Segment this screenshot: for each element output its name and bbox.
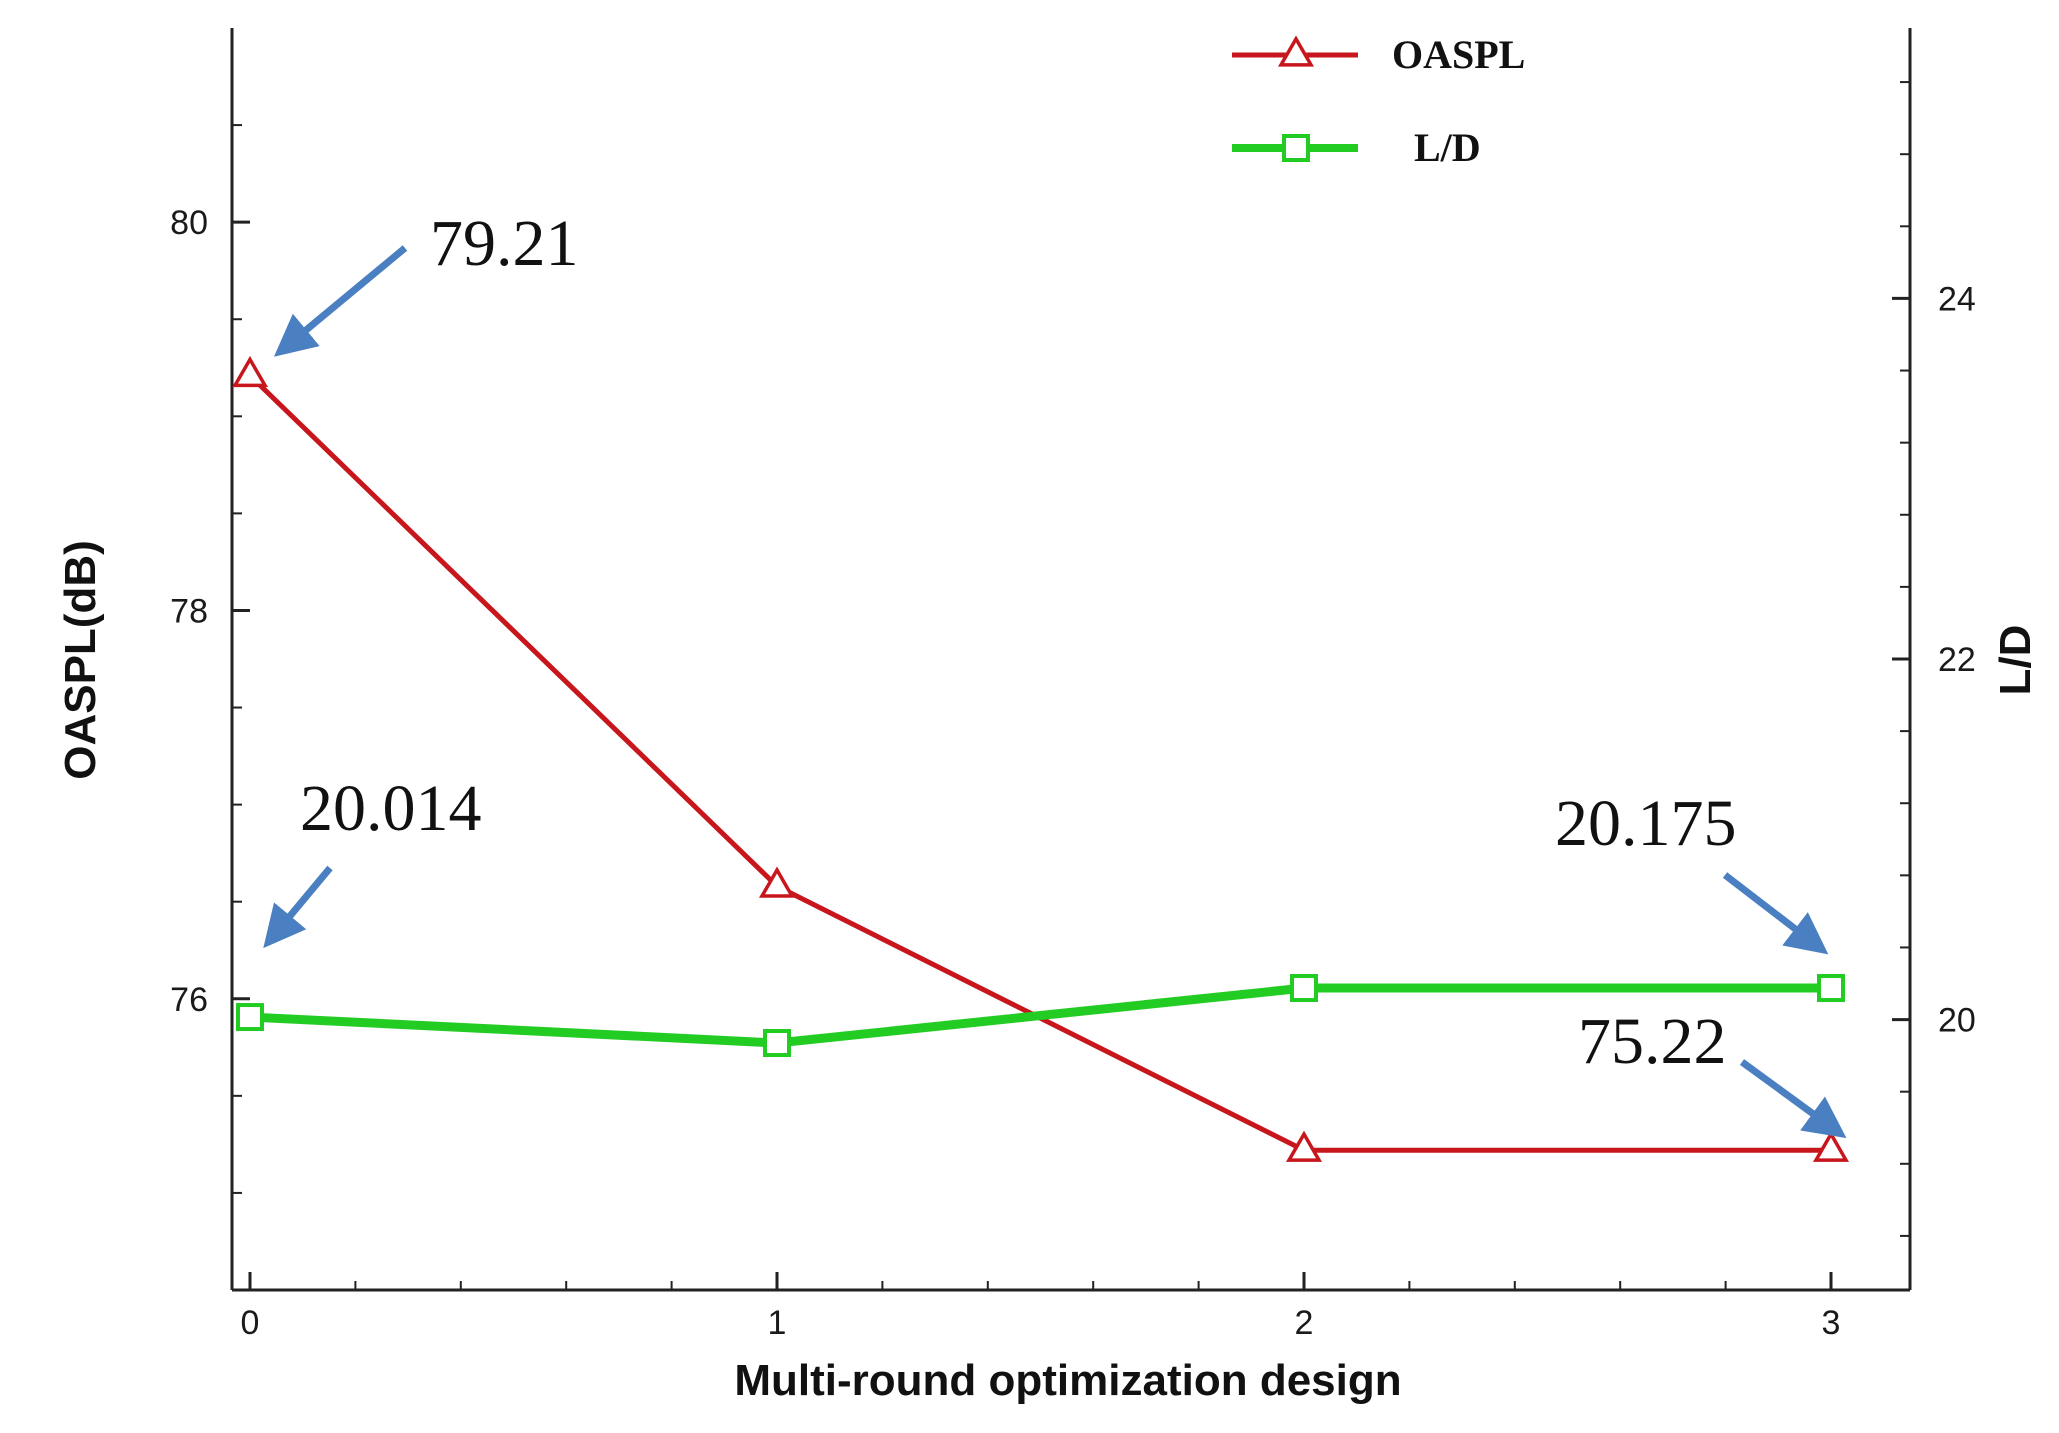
annotation-label: 79.21 [430,207,579,280]
ld-data-point [236,1003,264,1032]
x-tick-label: 0 [241,1304,260,1342]
x-tick-label: 1 [768,1304,787,1342]
annotation-arrow [1739,1059,1847,1139]
ld-series-line [249,983,1831,1048]
legend-marker-oaspl [1277,35,1315,67]
axes: 0 1 2 3 76 78 80 20 22 24 [170,28,1976,1342]
x-tick-label: 2 [1295,1304,1314,1342]
annotation-label: 20.014 [300,772,482,845]
oaspl-data-point [1812,1130,1850,1162]
annotation-label: 75.22 [1578,1005,1727,1078]
legend: OASPL L/D [1232,32,1525,170]
y-tick-label: 78 [170,592,208,630]
legend-label-ld: L/D [1414,125,1481,170]
x-tick-label: 3 [1822,1304,1841,1342]
annotation-label: 20.175 [1555,787,1737,860]
annotation-arrow [1722,872,1829,955]
ld-data-point [763,1029,791,1058]
oaspl-data-point [1285,1130,1323,1162]
y2-tick-label: 20 [1938,1002,1976,1040]
ld-data-point [1290,974,1318,1003]
annotation-arrow [263,865,333,949]
y-tick-label: 80 [170,204,208,242]
oaspl-data-point [758,866,796,898]
y2-tick-label: 22 [1938,641,1976,679]
series-layer [231,355,1850,1162]
annotation-arrow [273,245,408,357]
annotations: 79.21 20.014 20.175 75.22 [263,207,1847,1139]
oaspl-data-point [231,355,269,388]
ld-data-point [1817,974,1845,1003]
y2-axis-title: L/D [1991,625,2040,696]
x-axis-title: Multi-round optimization design [734,1356,1401,1405]
legend-marker-ld [1282,134,1310,162]
legend-label-oaspl: OASPL [1392,32,1525,77]
y-tick-label: 76 [170,981,208,1019]
y2-tick-label: 24 [1938,280,1976,318]
y-axis-title: OASPL(dB) [56,540,105,780]
